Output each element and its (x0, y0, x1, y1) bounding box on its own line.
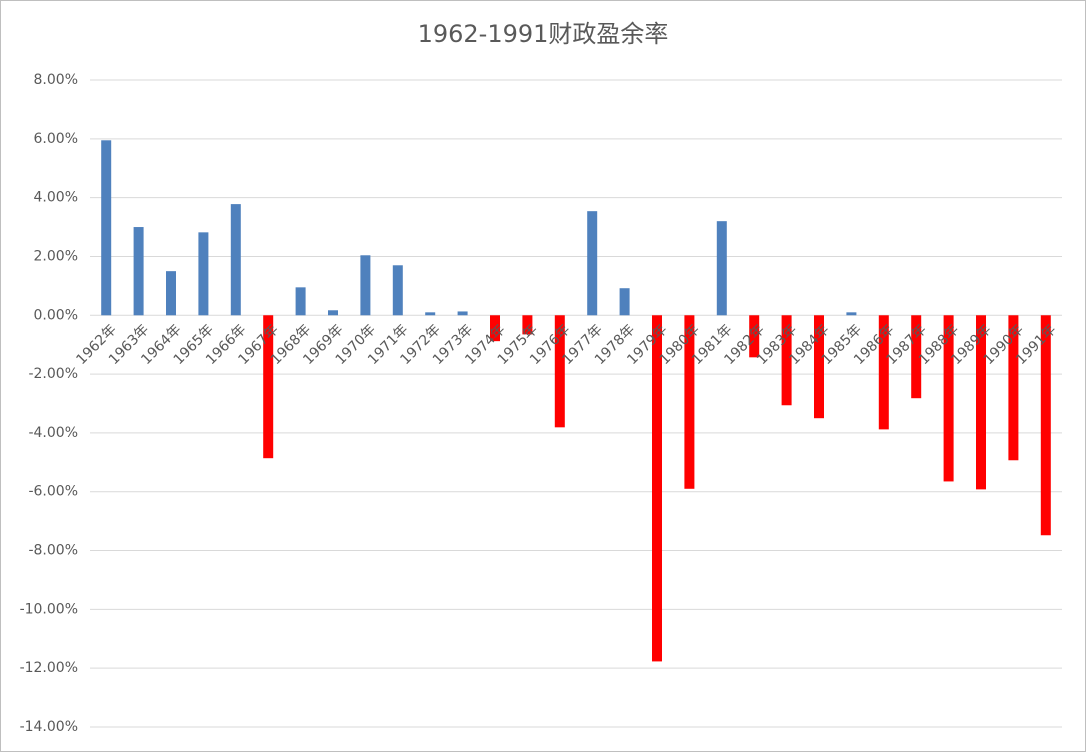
bar (716, 221, 727, 316)
y-tick-label: -8.00% (28, 543, 78, 559)
bar (166, 271, 176, 316)
chart-title: 1962-1991财政盈余率 (418, 20, 669, 48)
bar (911, 315, 922, 399)
bar (522, 315, 533, 335)
bar (1040, 315, 1051, 536)
y-tick-label: -4.00% (28, 425, 78, 441)
y-tick-label: -10.00% (20, 601, 78, 617)
bar (133, 227, 144, 316)
bar (619, 288, 630, 316)
bar (684, 315, 695, 489)
bar (295, 287, 306, 316)
y-tick-label: 4.00% (34, 190, 78, 206)
y-tick-label: 8.00% (34, 72, 78, 88)
bar (101, 140, 112, 316)
bar (328, 310, 338, 316)
bar (1008, 315, 1019, 461)
y-tick-label: 6.00% (34, 131, 78, 147)
bar (652, 315, 662, 662)
bar (360, 255, 371, 316)
bar (976, 315, 986, 490)
bar (263, 315, 274, 459)
bar (490, 315, 500, 342)
bar (878, 315, 889, 430)
y-tick-label: -12.00% (20, 660, 78, 676)
bar (554, 315, 565, 428)
y-tick-label: 0.00% (34, 307, 78, 323)
bar (943, 315, 954, 482)
bar (198, 232, 209, 316)
y-tick-label: -14.00% (20, 719, 78, 735)
bar (230, 204, 241, 316)
y-tick-label: -2.00% (28, 366, 78, 382)
y-tick-label: -6.00% (28, 484, 78, 500)
y-tick-label: 2.00% (34, 248, 78, 264)
bar (587, 211, 598, 316)
bar (814, 315, 824, 419)
bar (846, 312, 857, 316)
bar (749, 315, 760, 358)
bar (781, 315, 792, 406)
bar (392, 265, 403, 316)
bar (457, 311, 468, 316)
bar (425, 312, 436, 316)
